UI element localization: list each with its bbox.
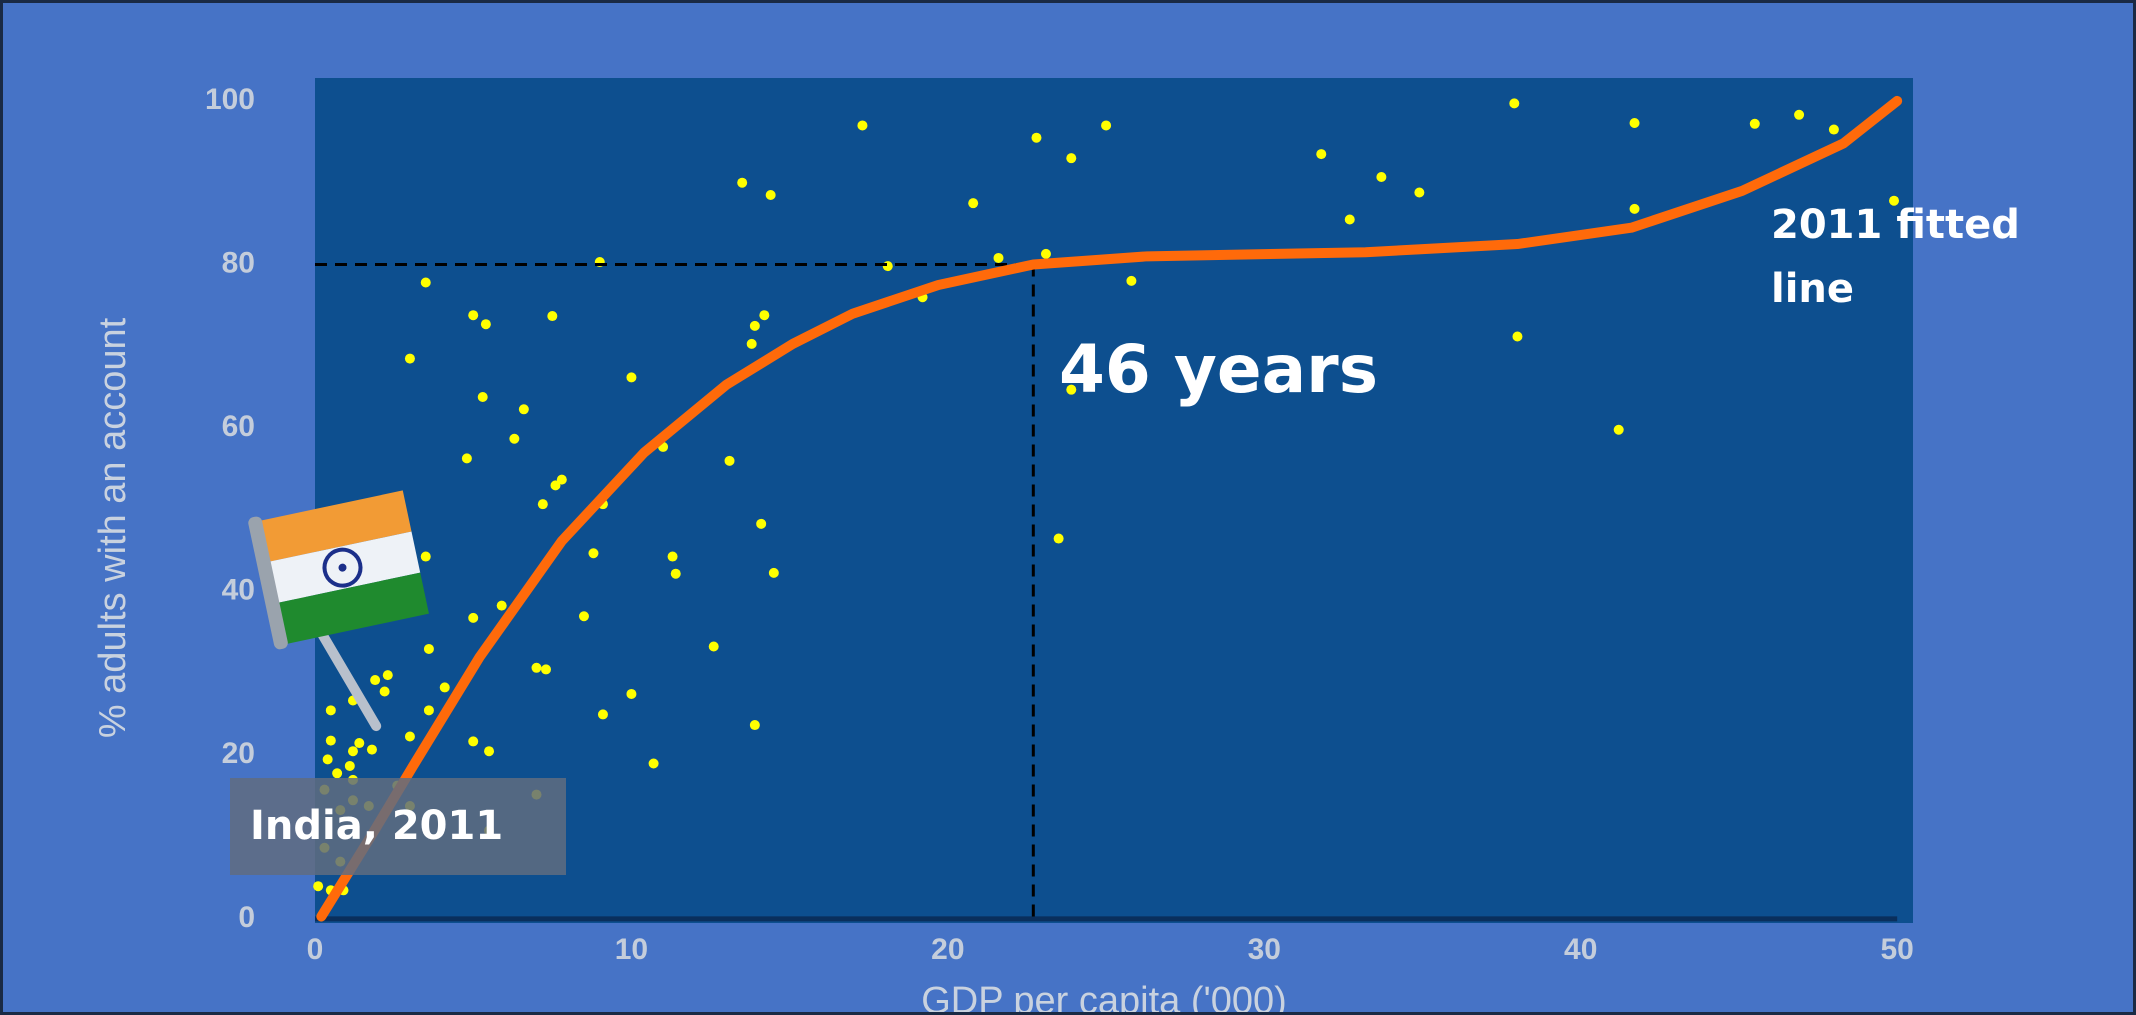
- years-annotation: 46 years: [1059, 331, 1378, 408]
- data-point: [440, 682, 450, 692]
- data-point: [649, 758, 659, 768]
- data-point: [519, 404, 529, 414]
- data-point: [1794, 110, 1804, 120]
- data-point: [538, 499, 548, 509]
- data-point: [1041, 249, 1051, 259]
- data-point: [598, 709, 608, 719]
- data-point: [1316, 149, 1326, 159]
- data-point: [857, 120, 867, 130]
- x-tick-label: 10: [615, 933, 648, 966]
- data-point: [326, 705, 336, 715]
- data-point: [345, 761, 355, 771]
- data-point: [367, 745, 377, 755]
- data-point: [421, 552, 431, 562]
- data-point: [759, 310, 769, 320]
- data-point: [497, 601, 507, 611]
- data-point: [968, 198, 978, 208]
- data-point: [405, 354, 415, 364]
- data-point: [1414, 188, 1424, 198]
- x-tick-label: 0: [307, 933, 324, 966]
- x-tick-label: 50: [1880, 933, 1913, 966]
- data-point: [468, 310, 478, 320]
- slide: % adults with an account GDP per capita …: [0, 0, 2136, 1015]
- data-point: [737, 178, 747, 188]
- data-point: [348, 746, 358, 756]
- data-point: [424, 705, 434, 715]
- data-point: [626, 372, 636, 382]
- data-point: [1101, 120, 1111, 130]
- data-point: [747, 339, 757, 349]
- data-point: [484, 746, 494, 756]
- data-point: [1031, 133, 1041, 143]
- data-point: [1345, 215, 1355, 225]
- data-point: [1509, 98, 1519, 108]
- data-point: [380, 687, 390, 697]
- y-tick-label: 100: [205, 83, 255, 116]
- data-point: [421, 278, 431, 288]
- y-tick-label: 40: [222, 574, 255, 607]
- data-point: [462, 453, 472, 463]
- y-axis-label: % adults with an account: [92, 317, 134, 738]
- x-axis-label: GDP per capita ('000): [921, 980, 1287, 1015]
- data-point: [1126, 276, 1136, 286]
- data-point: [405, 731, 415, 741]
- data-point: [1750, 119, 1760, 129]
- y-tick-label: 80: [222, 246, 255, 279]
- data-point: [541, 664, 551, 674]
- data-point: [769, 568, 779, 578]
- data-point: [626, 689, 636, 699]
- data-point: [424, 644, 434, 654]
- data-point: [766, 190, 776, 200]
- data-point: [579, 611, 589, 621]
- fit-annotation: 2011 fitted line: [1771, 193, 2021, 321]
- data-point: [509, 434, 519, 444]
- data-point: [468, 613, 478, 623]
- data-point: [1512, 331, 1522, 341]
- data-point: [1630, 204, 1640, 214]
- data-point: [468, 736, 478, 746]
- data-point: [588, 548, 598, 558]
- data-point: [756, 519, 766, 529]
- data-point: [323, 754, 333, 764]
- data-point: [1054, 534, 1064, 544]
- x-tick-label: 30: [1248, 933, 1281, 966]
- data-point: [383, 670, 393, 680]
- data-point: [370, 675, 380, 685]
- india-annotation: India, 2011: [250, 803, 503, 849]
- data-point: [354, 738, 364, 748]
- data-point: [547, 311, 557, 321]
- data-point: [725, 456, 735, 466]
- y-tick-label: 60: [222, 410, 255, 443]
- data-point: [750, 321, 760, 331]
- data-point: [1614, 425, 1624, 435]
- y-tick-label: 0: [238, 901, 255, 934]
- data-point: [750, 720, 760, 730]
- data-point: [478, 392, 488, 402]
- data-point: [481, 319, 491, 329]
- data-point: [994, 253, 1004, 263]
- data-point: [550, 480, 560, 490]
- data-point: [332, 768, 342, 778]
- x-tick-label: 40: [1564, 933, 1597, 966]
- data-point: [1630, 118, 1640, 128]
- data-point: [883, 261, 893, 271]
- data-point: [313, 881, 323, 891]
- data-point: [1066, 153, 1076, 163]
- y-tick-label: 20: [222, 737, 255, 770]
- data-point: [668, 552, 678, 562]
- data-point: [326, 736, 336, 746]
- data-point: [671, 569, 681, 579]
- data-point: [1376, 172, 1386, 182]
- x-tick-label: 20: [931, 933, 964, 966]
- data-point: [709, 642, 719, 652]
- data-point: [1829, 125, 1839, 135]
- data-point: [532, 663, 542, 673]
